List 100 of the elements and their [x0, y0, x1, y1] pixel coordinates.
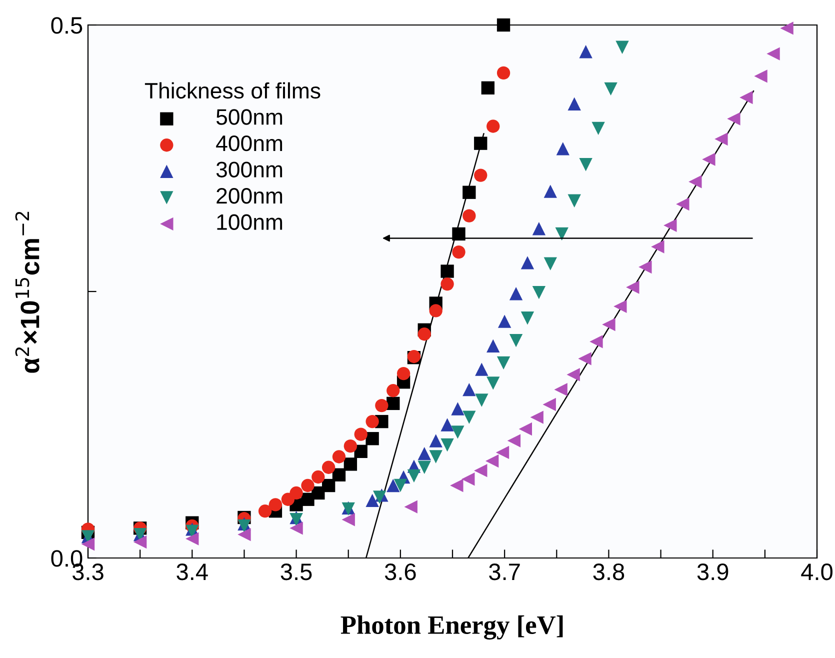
point: [366, 414, 379, 428]
point: [462, 410, 476, 424]
point: [354, 444, 368, 458]
point: [780, 22, 794, 35]
point: [554, 382, 568, 396]
point: [290, 522, 303, 535]
point: [354, 428, 368, 441]
point: [450, 478, 464, 492]
point: [556, 142, 570, 156]
point: [702, 152, 716, 166]
point: [462, 472, 475, 486]
point: [532, 286, 546, 300]
point: [651, 240, 664, 254]
point: [386, 478, 400, 492]
point: [555, 227, 568, 241]
point: [474, 464, 488, 478]
legend-label: 500nm: [216, 109, 282, 125]
point: [578, 352, 592, 366]
point: [418, 446, 431, 460]
point: [486, 339, 500, 352]
point: [688, 175, 702, 188]
point: [462, 209, 476, 222]
legend-title: Thickness of films: [144, 82, 320, 99]
point: [579, 158, 592, 172]
point: [542, 398, 556, 412]
point: [133, 535, 147, 549]
point: [727, 112, 740, 126]
point: [496, 446, 510, 460]
point: [509, 334, 523, 348]
point: [407, 469, 421, 483]
point: [342, 513, 355, 526]
point: [766, 47, 780, 60]
point: [396, 366, 410, 380]
point: [366, 432, 379, 446]
point: [498, 314, 512, 328]
point: [602, 318, 616, 332]
point: [568, 194, 581, 208]
point: [440, 438, 454, 452]
point: [290, 513, 303, 526]
point: [485, 454, 499, 468]
point: [614, 300, 627, 314]
point: [568, 97, 581, 110]
point: [544, 184, 557, 198]
point: [590, 335, 603, 348]
legend-label: 100nm: [217, 214, 282, 230]
point: [496, 66, 510, 80]
x-tick-label: 3.5: [280, 563, 312, 580]
point: [486, 376, 500, 390]
point: [592, 122, 605, 135]
point: [238, 528, 251, 542]
point: [579, 45, 592, 58]
point: [754, 70, 768, 83]
y-tick-label: 0.5: [51, 17, 82, 34]
point: [344, 458, 358, 471]
point: [404, 500, 418, 514]
point: [429, 434, 442, 448]
point: [429, 304, 442, 318]
point: [375, 398, 388, 412]
legend-label: 300nm: [216, 162, 282, 178]
point: [520, 256, 534, 270]
point: [394, 478, 408, 492]
point: [344, 439, 358, 453]
point: [312, 470, 325, 484]
point: [440, 418, 454, 432]
point: [496, 18, 510, 32]
point: [301, 478, 314, 492]
point: [322, 460, 336, 474]
point: [676, 198, 690, 211]
point: [451, 402, 464, 416]
point: [604, 82, 618, 96]
point: [429, 450, 442, 464]
point: [530, 410, 544, 424]
legend-label: 400nm: [216, 135, 282, 152]
point: [238, 519, 251, 533]
point: [481, 81, 494, 94]
point: [452, 245, 466, 259]
point: [532, 222, 546, 236]
point: [462, 186, 476, 199]
point: [81, 538, 95, 551]
point: [418, 328, 431, 341]
point: [714, 132, 728, 146]
point: [258, 504, 272, 518]
point: [462, 382, 476, 396]
x-tick-label: 3.7: [489, 563, 520, 580]
point: [638, 260, 652, 274]
point: [520, 312, 534, 325]
x-tick-label: 3.6: [384, 563, 416, 580]
point: [440, 264, 454, 278]
point: [332, 450, 346, 464]
x-axis-title: Photon Energy [eV]: [340, 615, 563, 640]
point: [418, 460, 431, 474]
point: [332, 468, 346, 482]
point: [474, 136, 488, 150]
point: [566, 368, 580, 382]
point: [386, 396, 400, 410]
point: [322, 478, 336, 492]
x-tick-label: 3.9: [697, 563, 728, 580]
legend-label: 200nm: [216, 188, 282, 204]
x-tick-label: 4.0: [801, 563, 832, 580]
y-axis-title: α$^{2}$×10$^{15}$cm$^{−2}$: [15, 212, 40, 373]
